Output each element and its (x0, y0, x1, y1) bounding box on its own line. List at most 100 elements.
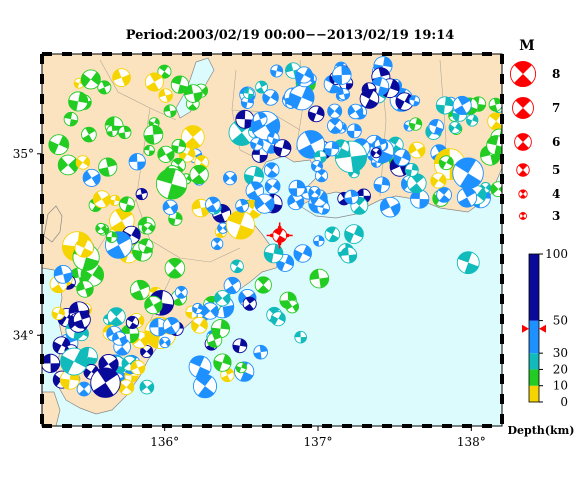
magnitude-legend-label: 7 (552, 101, 560, 115)
focal-mechanism (90, 367, 121, 398)
frame-tick (40, 334, 44, 344)
frame-tick (500, 274, 504, 284)
frame-tick (142, 424, 152, 428)
focal-mechanism (235, 361, 247, 374)
frame-tick (382, 52, 392, 56)
focal-mechanism (252, 111, 268, 127)
focal-mechanism (107, 307, 126, 326)
depth-tick-label: 10 (553, 379, 568, 393)
frame-tick (40, 94, 44, 104)
focal-mechanism (92, 190, 111, 209)
focal-mechanism (430, 172, 447, 189)
focal-mechanism (309, 268, 330, 289)
focal-mechanism (97, 80, 112, 95)
x-tick-label: 138° (457, 435, 486, 449)
focal-mechanism (205, 196, 221, 213)
frame-tick (42, 52, 52, 56)
frame-tick (500, 314, 504, 324)
focal-mechanism (293, 244, 312, 263)
focal-mechanism (60, 347, 88, 376)
magnitude-legend-symbol (518, 189, 528, 199)
frame-tick (40, 54, 44, 64)
focal-mechanism (307, 105, 325, 123)
frame-tick (40, 294, 44, 304)
focal-mechanism (435, 96, 454, 115)
frame-tick (500, 394, 504, 404)
focal-mechanism (191, 316, 208, 334)
frame-tick (122, 424, 132, 428)
frame-tick (40, 354, 44, 364)
focal-mechanism (262, 89, 279, 106)
focal-mechanism (327, 117, 344, 134)
frame-tick (162, 52, 172, 56)
focal-mechanism (119, 196, 135, 213)
frame-tick (342, 424, 352, 428)
frame-tick (202, 52, 212, 56)
focal-mechanism (95, 222, 107, 235)
frame-tick (500, 374, 504, 384)
focal-mechanism (264, 178, 281, 195)
frame-tick (40, 374, 44, 384)
magnitude-legend-symbol (519, 212, 527, 220)
focal-mechanism (222, 171, 238, 186)
focal-mechanism (139, 379, 155, 395)
focal-mechanism (263, 162, 280, 178)
frame-tick (102, 52, 112, 56)
frame-tick (40, 274, 44, 284)
focal-mechanism (201, 302, 219, 320)
depth-color-bin (529, 353, 539, 370)
focal-mechanism (112, 331, 127, 346)
frame-tick (500, 194, 504, 204)
frame-tick (40, 414, 44, 424)
focal-mechanism (63, 111, 79, 127)
frame-tick (482, 52, 492, 56)
focal-mechanism (104, 231, 133, 259)
frame-tick (282, 424, 292, 428)
focal-mechanism (75, 155, 91, 170)
frame-tick (202, 424, 212, 428)
focal-mechanism (206, 332, 223, 348)
focal-mechanism (138, 238, 154, 254)
focal-mechanism (311, 159, 323, 172)
frame-tick (40, 314, 44, 324)
focal-mechanism (214, 290, 231, 307)
focal-mechanism (51, 306, 65, 321)
focal-mechanism (170, 75, 190, 94)
focal-mechanism (149, 318, 168, 337)
focal-mechanism (76, 381, 92, 397)
focal-mechanism (57, 154, 79, 176)
focal-mechanism (379, 196, 401, 218)
focal-mechanism (192, 302, 204, 315)
focal-mechanism (213, 353, 232, 372)
focal-mechanism (242, 88, 255, 100)
focal-mechanism (313, 150, 327, 164)
map-area (42, 54, 502, 426)
focal-mechanism (230, 259, 244, 274)
focal-mechanism (488, 97, 502, 112)
focal-mechanism (408, 141, 426, 159)
focal-mechanism (129, 279, 151, 301)
focal-mechanism (226, 210, 255, 240)
focal-mechanism (267, 131, 280, 145)
focal-mechanism (181, 125, 205, 150)
focal-mechanism (327, 103, 343, 119)
depth-tick-label: 50 (553, 314, 568, 328)
frame-tick (462, 424, 472, 428)
focal-mechanism (98, 157, 118, 177)
frame-tick (482, 424, 492, 428)
focal-mechanism (158, 88, 173, 103)
focal-mechanism (344, 224, 364, 244)
focal-mechanism (74, 238, 94, 258)
frame-tick (262, 424, 272, 428)
focal-mechanism (295, 66, 313, 84)
depth-tick-label: 0 (560, 395, 568, 409)
focal-mechanism (159, 336, 171, 349)
focal-mechanism (157, 64, 172, 79)
frame-tick (222, 52, 232, 56)
frame-tick (62, 424, 72, 428)
focal-mechanism (289, 84, 315, 111)
focal-mechanism (143, 124, 164, 145)
focal-mechanism (183, 84, 203, 103)
focal-mechanism (270, 64, 284, 78)
focal-mechanism (217, 222, 229, 234)
